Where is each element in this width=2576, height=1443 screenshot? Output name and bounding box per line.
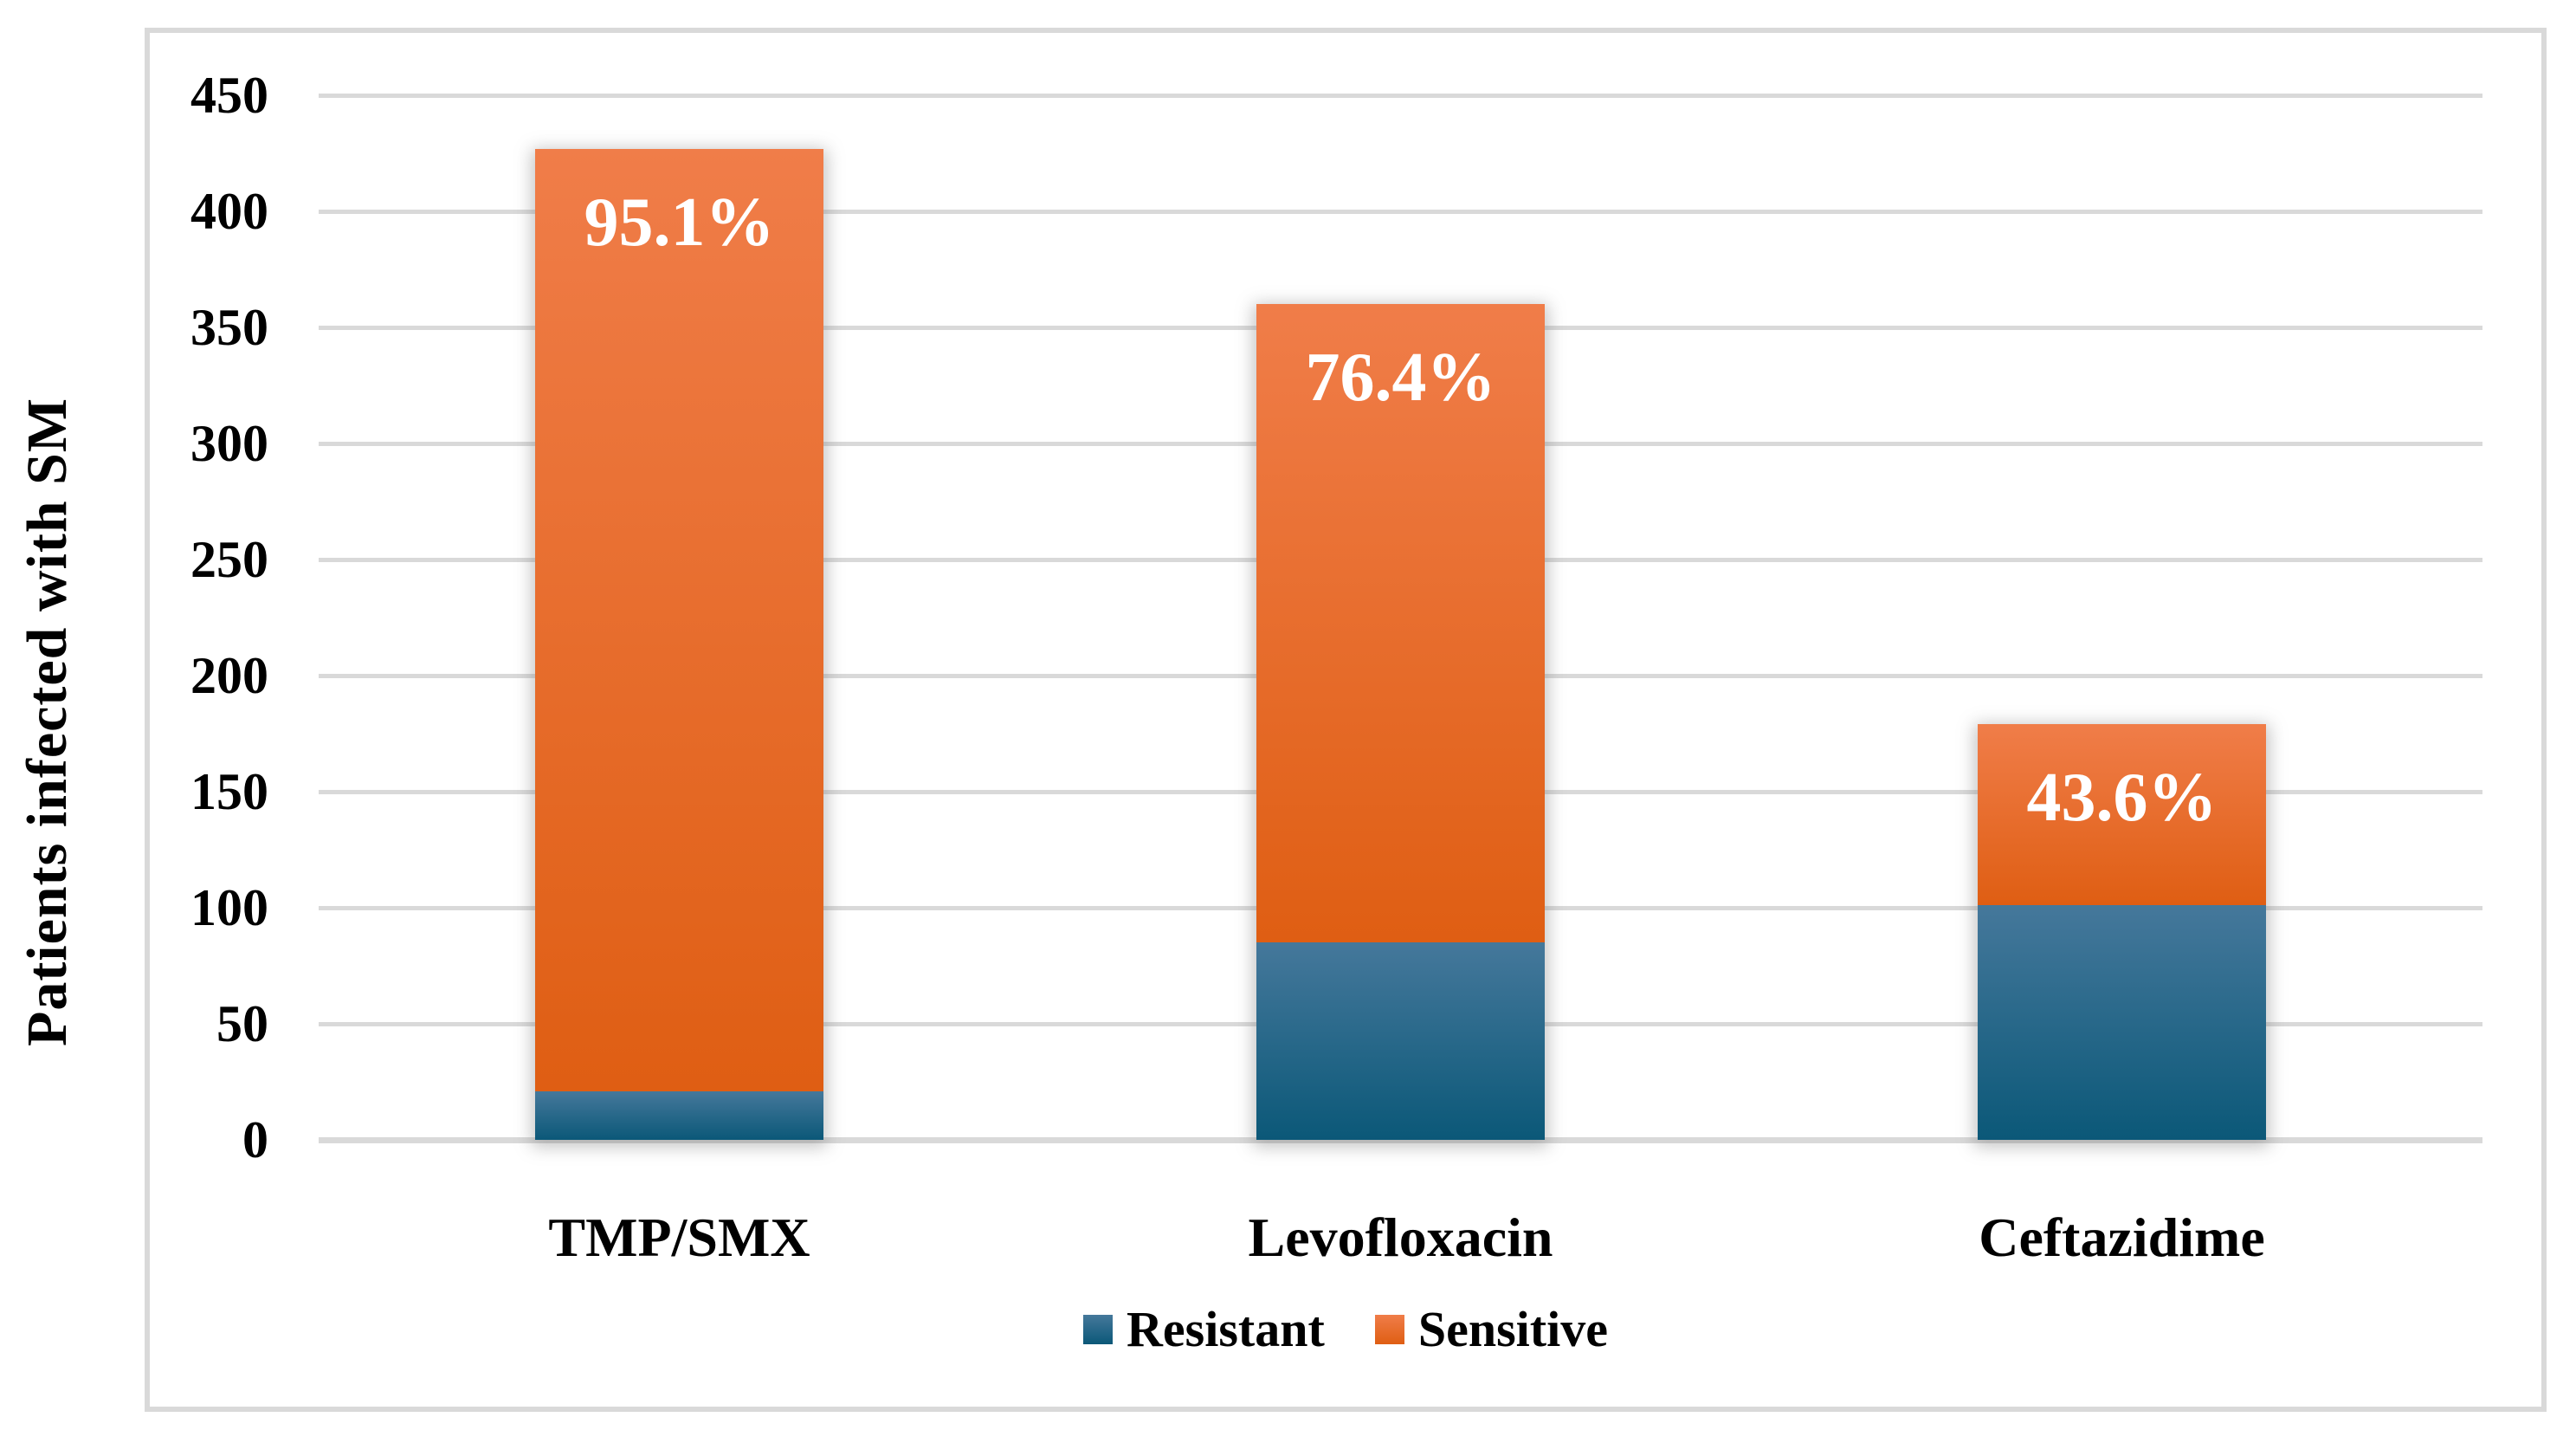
gridline-0 [319, 1137, 2482, 1143]
y-tick-label-450: 450 [190, 67, 268, 124]
resistant-swatch-icon [1083, 1315, 1114, 1344]
gridline-400 [319, 210, 2482, 214]
legend-label-sensitive: Sensitive [1417, 1301, 1608, 1357]
resistant-segment [535, 1090, 823, 1140]
legend: Resistant Sensitive [145, 1304, 2547, 1355]
y-tick-label-350: 350 [190, 299, 268, 356]
legend-item-resistant: Resistant [1083, 1304, 1325, 1355]
bar-tmp-smx: 95.1% [535, 148, 823, 1140]
y-tick-label-250: 250 [190, 531, 268, 588]
bar-ceftazidime: 43.6% [1978, 724, 2266, 1140]
percent-label: 95.1% [584, 184, 775, 261]
bar-levofloxacin: 76.4% [1256, 304, 1545, 1140]
y-tick-label-100: 100 [190, 879, 268, 936]
plot-area: 95.1% 76.4% 43.6% [319, 94, 2482, 1143]
resistant-segment [1256, 942, 1545, 1140]
sensitive-swatch-icon [1374, 1315, 1404, 1344]
legend-item-sensitive: Sensitive [1374, 1301, 1608, 1357]
sensitive-segment: 76.4% [1256, 304, 1545, 943]
sensitive-segment: 43.6% [1978, 724, 2266, 906]
y-tick-label-300: 300 [190, 415, 268, 472]
resistant-segment [1978, 905, 2266, 1140]
category-label-ceftazidime: Ceftazidime [1979, 1207, 2265, 1268]
gridline-450 [319, 94, 2482, 98]
category-label-tmp-smx: TMP/SMX [548, 1207, 810, 1268]
y-tick-label-200: 200 [190, 647, 268, 704]
percent-label: 76.4% [1305, 340, 1496, 417]
y-tick-label-150: 150 [190, 763, 268, 820]
legend-label-resistant: Resistant [1127, 1301, 1325, 1357]
y-axis-title: Patients infected with SM [16, 397, 79, 1046]
y-tick-label-0: 0 [242, 1111, 268, 1168]
y-tick-label-50: 50 [216, 995, 268, 1052]
sensitive-segment: 95.1% [535, 148, 823, 1091]
category-label-levofloxacin: Levofloxacin [1248, 1207, 1553, 1268]
y-tick-label-400: 400 [190, 183, 268, 240]
percent-label: 43.6% [2026, 760, 2218, 837]
